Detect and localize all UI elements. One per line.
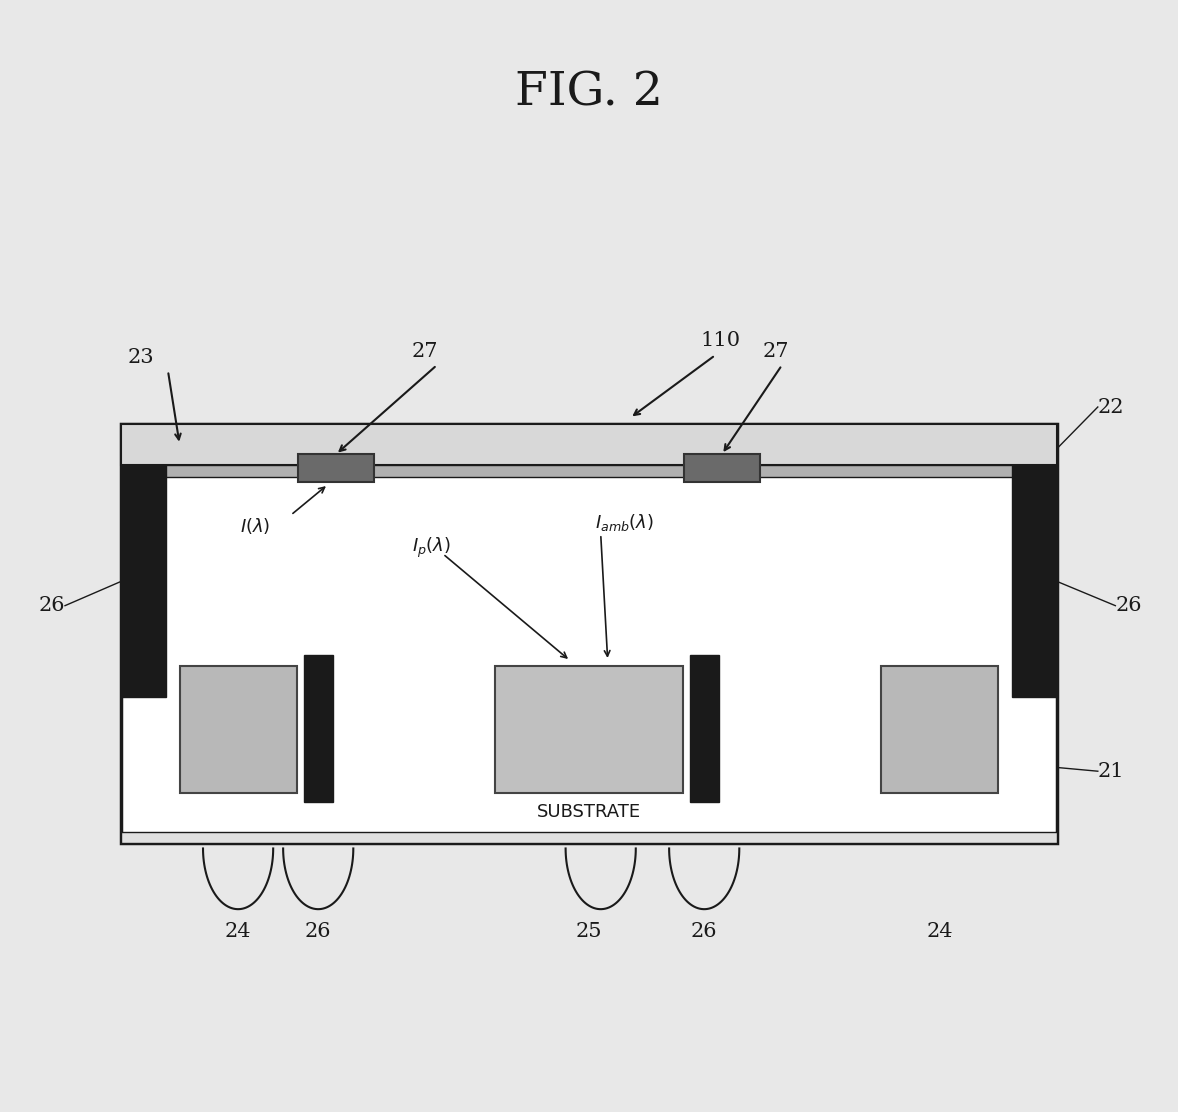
Text: 26: 26 xyxy=(691,922,717,941)
Bar xyxy=(496,666,682,793)
Text: FIG. 2: FIG. 2 xyxy=(515,70,663,116)
Bar xyxy=(121,466,1057,477)
Text: 22: 22 xyxy=(1098,397,1124,417)
Text: 26: 26 xyxy=(1116,596,1141,615)
Text: 25: 25 xyxy=(576,922,602,941)
Bar xyxy=(689,655,719,802)
Bar xyxy=(121,466,166,697)
Text: $I(\lambda)$: $I(\lambda)$ xyxy=(240,516,271,536)
Text: 27: 27 xyxy=(412,342,438,361)
Text: 27: 27 xyxy=(763,342,789,361)
Text: 23: 23 xyxy=(127,348,154,367)
Text: $I_p(\lambda)$: $I_p(\lambda)$ xyxy=(411,536,450,560)
Text: 24: 24 xyxy=(927,922,953,941)
Bar xyxy=(683,455,760,483)
Bar xyxy=(121,832,1057,843)
Text: 26: 26 xyxy=(305,922,331,941)
Bar xyxy=(304,655,333,802)
Text: 26: 26 xyxy=(39,596,65,615)
Bar xyxy=(298,455,373,483)
Text: SUBSTRATE: SUBSTRATE xyxy=(537,803,641,821)
Bar xyxy=(121,424,1057,466)
Text: 21: 21 xyxy=(1098,762,1125,781)
Bar xyxy=(179,666,297,793)
Bar xyxy=(1012,466,1057,697)
Text: 24: 24 xyxy=(225,922,251,941)
Bar xyxy=(881,666,999,793)
Text: 110: 110 xyxy=(700,331,740,350)
Bar xyxy=(121,424,1057,843)
Text: $I_{amb}(\lambda)$: $I_{amb}(\lambda)$ xyxy=(595,513,654,534)
